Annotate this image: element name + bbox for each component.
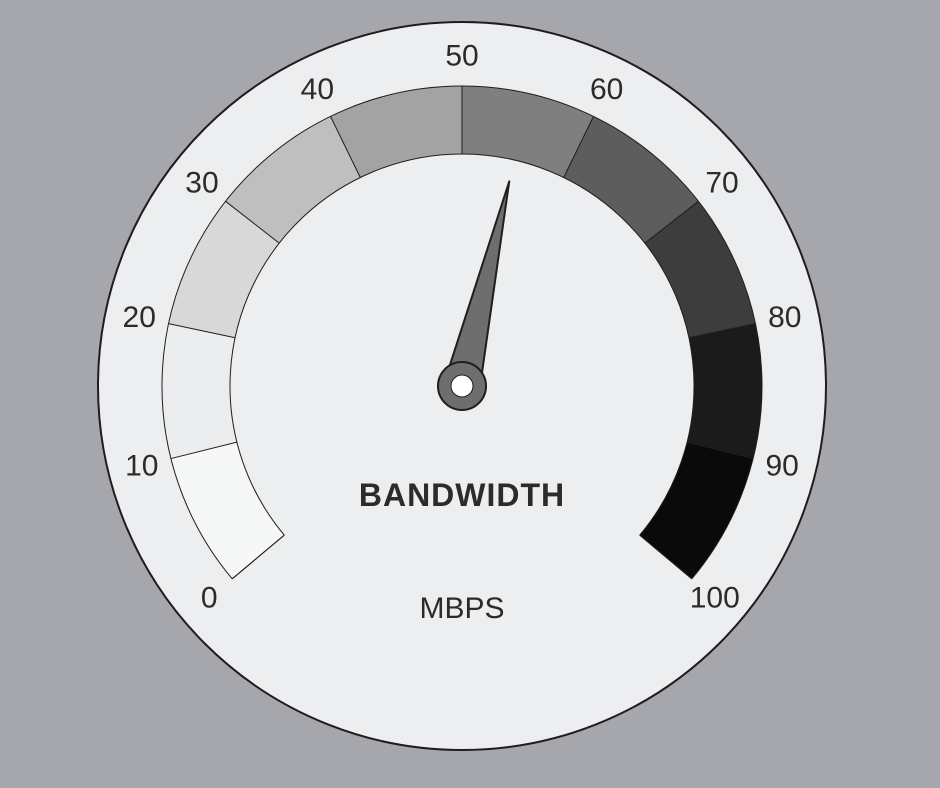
gauge-tick-label: 40 <box>301 73 334 106</box>
gauge-tick-label: 100 <box>690 582 740 615</box>
gauge-tick-label: 20 <box>123 301 156 334</box>
gauge-tick-label: 70 <box>705 166 738 199</box>
gauge-tick-label: 60 <box>590 73 623 106</box>
gauge-unit: MBPS <box>419 592 504 625</box>
gauge-tick-label: 10 <box>125 449 158 482</box>
gauge-title: BANDWIDTH <box>359 477 565 513</box>
gauge-tick-label: 0 <box>201 582 218 615</box>
gauge-tick-label: 90 <box>766 449 799 482</box>
bandwidth-gauge: 0 10 20 30 40 50 60 70 80 90 100 BANDWIDTH MBPS <box>0 0 940 788</box>
gauge-tick-label: 80 <box>768 301 801 334</box>
gauge-container: 0 10 20 30 40 50 60 70 80 90 100 BANDWIDTH MBPS <box>0 0 940 788</box>
gauge-tick-label: 50 <box>445 40 478 73</box>
gauge-segment <box>162 324 237 459</box>
gauge-segment <box>687 324 762 459</box>
gauge-tick-label: 30 <box>185 166 218 199</box>
